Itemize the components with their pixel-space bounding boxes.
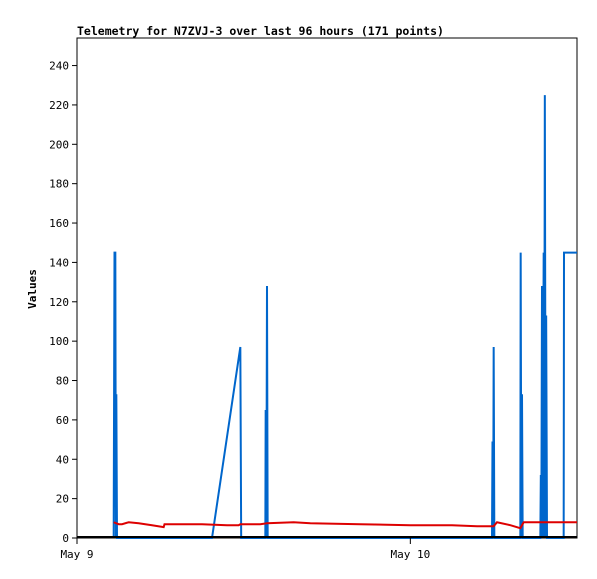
y-tick-label: 240	[49, 60, 69, 73]
y-tick-label: 140	[49, 256, 69, 269]
y-tick-label: 200	[49, 138, 69, 151]
y-tick-label: 120	[49, 296, 69, 309]
x-axis: May 9 May 10	[60, 538, 430, 561]
y-tick-label: 0	[62, 532, 69, 545]
y-tick-label: 20	[56, 493, 69, 506]
x-tick-label: May 10	[390, 548, 430, 561]
series-line-2	[113, 521, 577, 530]
y-tick-label: 180	[49, 178, 69, 191]
y-tick-label: 220	[49, 99, 69, 112]
y-tick-label: 100	[49, 335, 69, 348]
y-axis-label: Values	[26, 269, 39, 309]
x-tick-label: May 9	[60, 548, 93, 561]
y-tick-label: 80	[56, 375, 69, 388]
y-tick-label: 40	[56, 453, 69, 466]
series-layer	[77, 95, 577, 539]
y-tick-label: 160	[49, 217, 69, 230]
chart-title: Telemetry for N7ZVJ-3 over last 96 hours…	[77, 24, 444, 38]
y-tick-label: 60	[56, 414, 69, 427]
y-axis: 0 20 40 60 80 100 120 140 160 180 200 220 240	[49, 60, 77, 545]
